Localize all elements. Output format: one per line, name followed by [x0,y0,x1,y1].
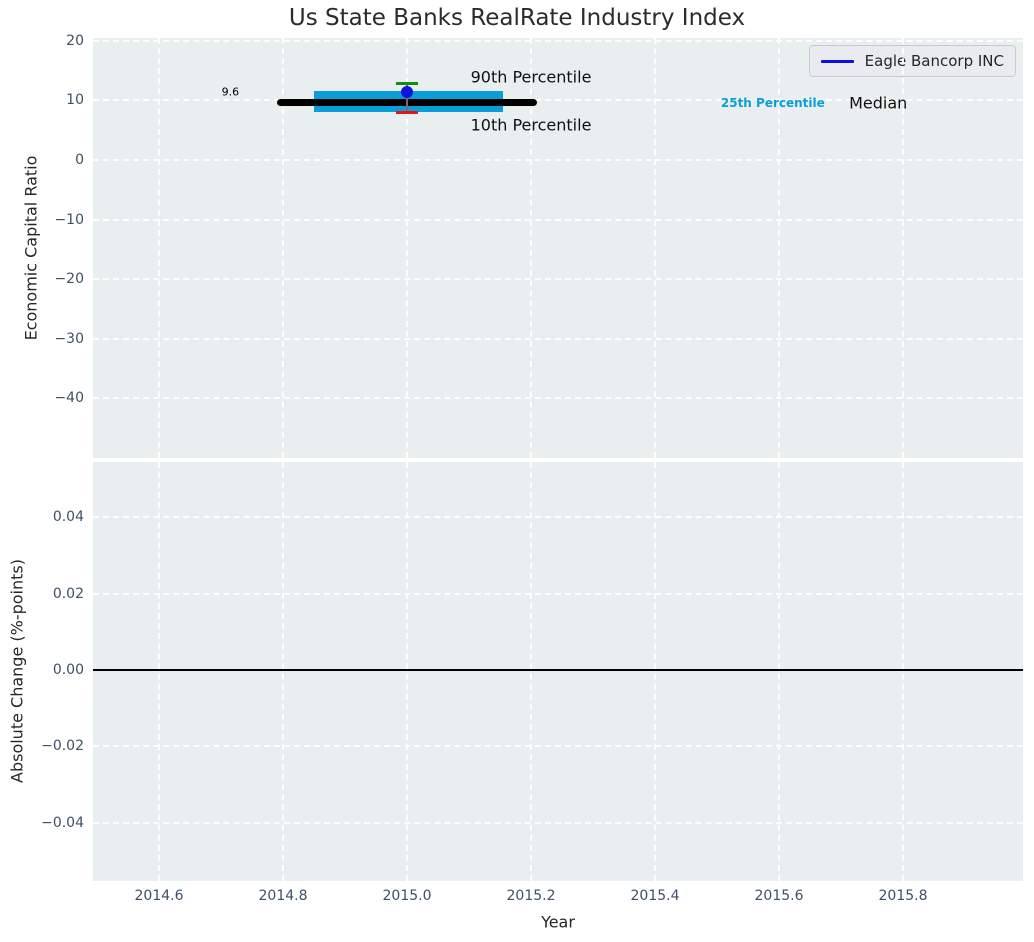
gridline-x-2015.4 [654,38,657,458]
y-tick-label: 0 [75,151,84,168]
annotation-90th-percentile: 90th Percentile [470,67,592,87]
y-tick-label: −20 [54,271,84,288]
gridline-y-0.02 [93,592,1023,595]
gridline-y--30 [93,337,1023,340]
x-tick-label: 2015.4 [630,888,680,904]
gridline-y-20 [93,39,1023,42]
x-tick-label: 2014.8 [258,888,308,904]
gridline-y--40 [93,397,1023,400]
gridline-x-2015 [406,38,409,458]
gridline-x-2015.2 [530,462,533,881]
y-tick-label: 0.04 [52,509,84,526]
bottom-plot-area: 0.04 0.02 0.00 −0.02 −0.04 2014.6 2014.8 2015.0… [41,462,1023,904]
y-tick-label: −0.02 [41,738,84,755]
p10-cap [395,111,419,115]
gridline-x-2014.6 [158,462,161,881]
zero-line [93,668,1023,671]
y-tick-label: −30 [54,330,84,347]
y-tick-label: −0.04 [41,814,84,831]
y-tick-label: 0.00 [52,661,84,678]
gridline-x-2015.6 [778,38,781,458]
gridline-x-2015.8 [902,462,905,881]
gridline-x-2015.8 [902,38,905,458]
y-tick-label: 20 [66,32,84,49]
company-point [401,85,414,98]
legend-label: Eagle Bancorp INC [864,52,1004,70]
gridline-x-2014.8 [282,462,285,881]
y-tick-label: −40 [54,390,84,407]
gridline-x-2015.2 [530,38,533,458]
gridline-y--20 [93,278,1023,281]
gridline-y--0.04 [93,821,1023,824]
legend: Eagle Bancorp INC [808,45,1016,77]
gridline-y-0.04 [93,516,1023,519]
x-tick-label: 2015.0 [382,888,432,904]
gridline-y-0 [93,158,1023,161]
annotation-10th-percentile: 10th Percentile [470,115,592,135]
y-tick-label: −10 [54,211,84,228]
x-tick-label: 2015.6 [754,888,804,904]
top-plot-area: Eagle Bancorp INC 20 10 0 −10 −20 −30 −40 9.6 90… [54,33,1023,458]
legend-line-swatch [820,59,854,63]
annotation-25th-percentile: 25th Percentile [720,95,825,110]
gridline-x-2014.6 [158,38,161,458]
gridline-x-2015 [406,462,409,881]
gridline-x-2015.6 [778,462,781,881]
top-y-axis-label: Economic Capital Ratio [21,155,41,341]
gridline-y--10 [93,218,1023,221]
annotation-median: Median [849,93,908,113]
y-tick-label: 0.02 [52,585,84,602]
bottom-y-axis-label: Absolute Change (%-points) [7,559,27,783]
gridline-x-2014.8 [282,38,285,458]
x-tick-label: 2015.2 [506,888,556,904]
x-axis-label: Year [541,912,575,932]
gridline-y--0.02 [93,745,1023,748]
x-tick-label: 2015.8 [878,888,928,904]
chart-title: Us State Banks RealRate Industry Index [288,5,746,31]
x-tick-label: 2014.6 [134,888,184,904]
gridline-x-2015.4 [654,462,657,881]
y-tick-label: 10 [66,92,84,109]
gridline-y-10 [93,99,1023,102]
p90-cap [395,81,419,85]
annotation-9.6: 9.6 [221,85,240,99]
